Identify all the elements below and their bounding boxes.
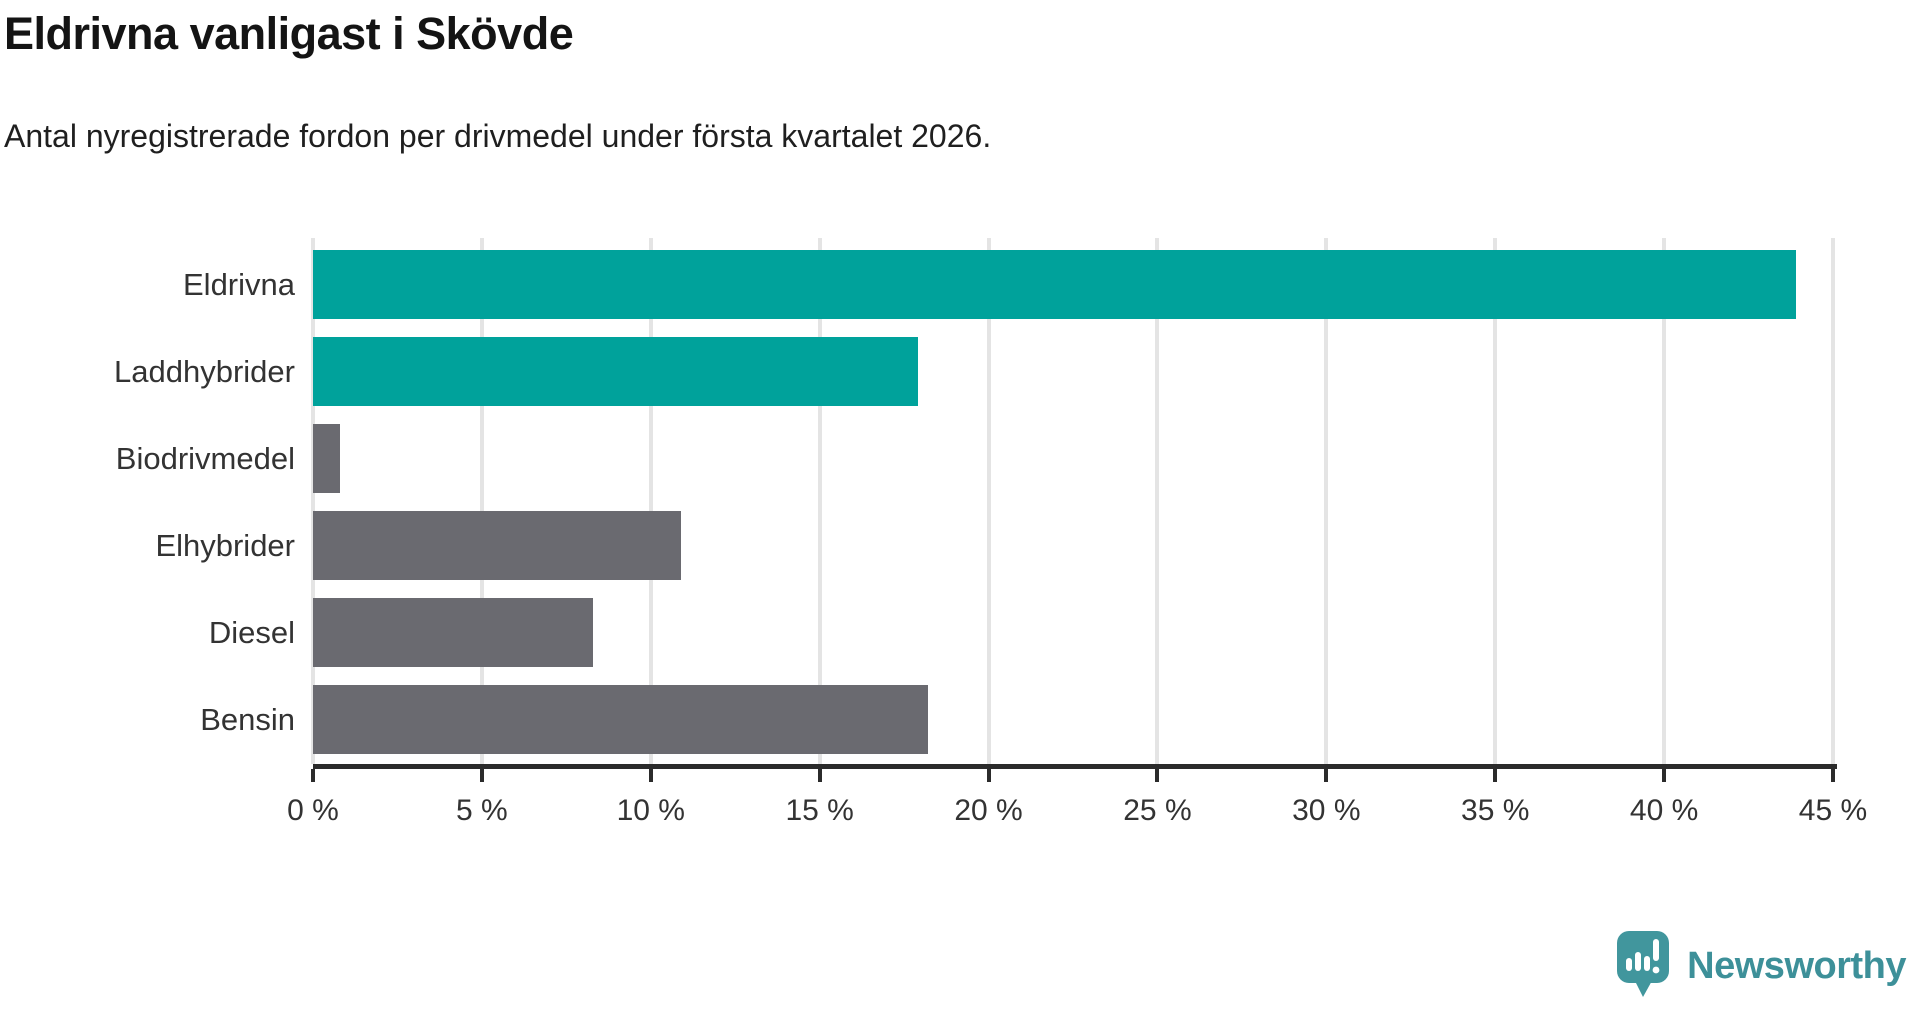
x-tick-45 <box>1831 769 1835 782</box>
category-label-elhybrider: Elhybrider <box>155 528 295 563</box>
gridline-10 <box>648 238 653 764</box>
bar-chart: Eldrivna Laddhybrider Biodrivmedel Elhybrid… <box>0 238 1920 858</box>
chart-subtitle: Antal nyregistrerade fordon per drivmede… <box>4 118 992 154</box>
newsworthy-logo-text: Newsworthy <box>1687 945 1906 987</box>
category-label-laddhybrider: Laddhybrider <box>114 354 295 389</box>
gridline-20 <box>986 238 991 764</box>
gridline-0 <box>311 238 315 764</box>
x-tick-10 <box>648 769 653 782</box>
x-tick-label-10: 10 % <box>616 794 685 827</box>
chart-title: Eldrivna vanligast i Skövde <box>4 8 574 59</box>
x-tick-label-15: 15 % <box>785 794 854 827</box>
gridline-45 <box>1831 238 1835 764</box>
gridline-15 <box>817 238 822 764</box>
x-tick-15 <box>817 769 822 782</box>
x-tick-40 <box>1662 769 1667 782</box>
x-tick-label-5: 5 % <box>456 794 508 827</box>
gridline-40 <box>1662 238 1667 764</box>
x-axis-line <box>313 764 1837 769</box>
x-tick-5 <box>479 769 484 782</box>
newsworthy-logo[interactable]: Newsworthy <box>1615 929 1906 1004</box>
gridline-5 <box>479 238 484 764</box>
x-tick-20 <box>986 769 991 782</box>
bar-elhybrider <box>313 511 682 580</box>
x-tick-0 <box>311 769 315 782</box>
chart-header: Eldrivna vanligast i Skövde Antal nyregi… <box>4 0 1904 155</box>
x-tick-label-25: 25 % <box>1123 794 1192 827</box>
x-tick-25 <box>1155 769 1160 782</box>
category-label-biodrivmedel: Biodrivmedel <box>115 441 295 476</box>
bar-diesel <box>313 598 594 667</box>
x-tick-label-35: 35 % <box>1461 794 1530 827</box>
bar-biodrivmedel <box>313 424 341 493</box>
gridline-35 <box>1493 238 1498 764</box>
bar-laddhybrider <box>313 337 918 406</box>
category-label-bensin: Bensin <box>200 702 295 737</box>
x-tick-30 <box>1324 769 1329 782</box>
newsworthy-bubble-icon <box>1615 929 1673 1004</box>
x-tick-label-40: 40 % <box>1629 794 1699 827</box>
x-tick-35 <box>1493 769 1498 782</box>
x-tick-label-0: 0 % <box>287 794 339 827</box>
category-label-eldrivna: Eldrivna <box>183 267 295 302</box>
x-tick-label-45: 45 % <box>1798 794 1868 827</box>
x-tick-label-30: 30 % <box>1292 794 1361 827</box>
x-tick-label-20: 20 % <box>954 794 1023 827</box>
gridline-30 <box>1324 238 1329 764</box>
bar-eldrivna <box>313 250 1796 319</box>
category-label-diesel: Diesel <box>208 615 295 650</box>
bar-bensin <box>313 685 928 754</box>
gridline-25 <box>1155 238 1160 764</box>
